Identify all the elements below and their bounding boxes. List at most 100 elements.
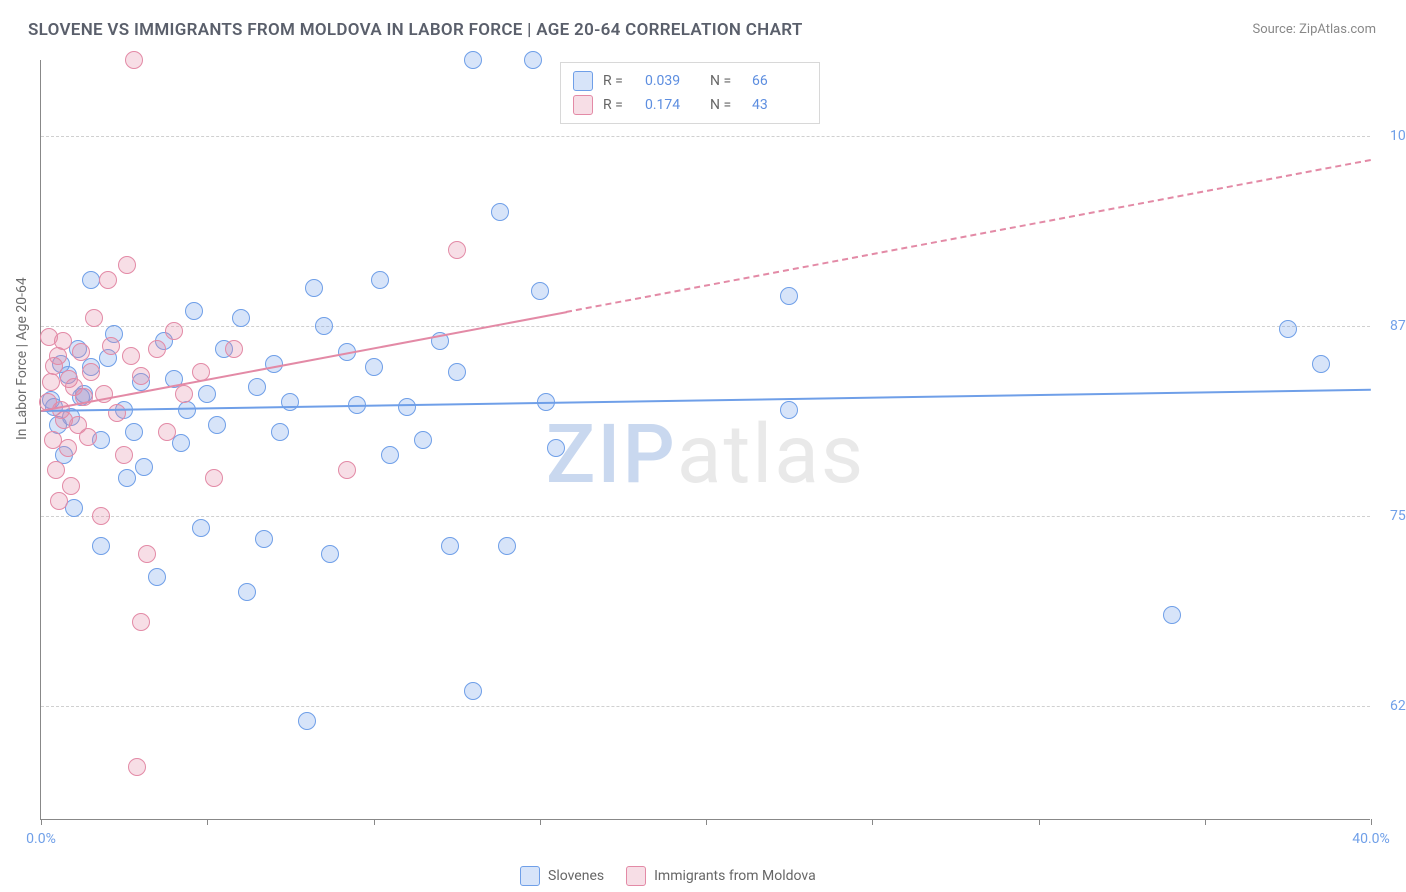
data-point xyxy=(780,401,798,419)
y-axis-title: In Labor Force | Age 20-64 xyxy=(14,277,30,440)
data-point xyxy=(99,271,117,289)
data-point xyxy=(59,439,77,457)
x-tick xyxy=(706,819,707,825)
n-label: N = xyxy=(710,73,742,89)
data-point xyxy=(50,492,68,510)
data-point xyxy=(238,583,256,601)
chart-title: SLOVENE VS IMMIGRANTS FROM MOLDOVA IN LA… xyxy=(28,20,803,40)
source-name: ZipAtlas.com xyxy=(1299,22,1376,37)
data-point xyxy=(371,271,389,289)
data-point xyxy=(115,446,133,464)
data-point xyxy=(125,51,143,69)
swatch-slovenes xyxy=(573,71,593,91)
data-point xyxy=(42,373,60,391)
data-point xyxy=(85,309,103,327)
data-point xyxy=(381,446,399,464)
source-label: Source: xyxy=(1252,22,1299,37)
data-point xyxy=(148,568,166,586)
data-point xyxy=(298,712,316,730)
data-point xyxy=(414,431,432,449)
data-point xyxy=(40,328,58,346)
data-point xyxy=(448,241,466,259)
data-point xyxy=(158,423,176,441)
data-point xyxy=(62,477,80,495)
data-point xyxy=(118,469,136,487)
n-label: N = xyxy=(710,97,742,113)
data-point xyxy=(271,423,289,441)
data-point xyxy=(198,385,216,403)
data-point xyxy=(441,537,459,555)
x-tick xyxy=(207,819,208,825)
data-point xyxy=(1163,606,1181,624)
data-point xyxy=(208,416,226,434)
data-point xyxy=(47,461,65,479)
data-point xyxy=(1312,355,1330,373)
regression-line xyxy=(566,159,1371,313)
legend-item-moldova: Immigrants from Moldova xyxy=(626,866,816,886)
x-tick xyxy=(1371,819,1372,825)
data-point xyxy=(524,51,542,69)
data-point xyxy=(92,537,110,555)
data-point xyxy=(92,507,110,525)
r-value-moldova: 0.174 xyxy=(645,97,700,113)
data-point xyxy=(464,51,482,69)
legend-label-moldova: Immigrants from Moldova xyxy=(654,868,816,884)
x-tick xyxy=(540,819,541,825)
data-point xyxy=(498,537,516,555)
data-point xyxy=(82,271,100,289)
data-point xyxy=(148,340,166,358)
data-point xyxy=(175,385,193,403)
y-tick-label: 87.5% xyxy=(1380,318,1406,334)
swatch-moldova xyxy=(626,866,646,886)
x-tick xyxy=(872,819,873,825)
r-value-slovenes: 0.039 xyxy=(645,73,700,89)
data-point xyxy=(122,347,140,365)
data-point xyxy=(321,545,339,563)
correlation-legend: R = 0.039 N = 66 R = 0.174 N = 43 xyxy=(560,62,820,124)
data-point xyxy=(255,530,273,548)
source-attribution: Source: ZipAtlas.com xyxy=(1252,22,1376,37)
data-point xyxy=(305,279,323,297)
data-point xyxy=(165,322,183,340)
data-point xyxy=(225,340,243,358)
data-point xyxy=(118,256,136,274)
data-point xyxy=(248,378,266,396)
y-tick-label: 62.5% xyxy=(1380,698,1406,714)
data-point xyxy=(315,317,333,335)
regression-line xyxy=(41,388,1371,411)
x-tick-label: 40.0% xyxy=(1352,831,1390,847)
data-point xyxy=(464,682,482,700)
data-point xyxy=(128,758,146,776)
x-tick xyxy=(374,819,375,825)
data-point xyxy=(547,439,565,457)
data-point xyxy=(491,203,509,221)
data-point xyxy=(1279,320,1297,338)
data-point xyxy=(132,613,150,631)
r-label: R = xyxy=(603,73,635,89)
data-point xyxy=(365,358,383,376)
y-tick-label: 100.0% xyxy=(1380,128,1406,144)
n-value-moldova: 43 xyxy=(752,97,807,113)
data-point xyxy=(79,428,97,446)
data-point xyxy=(338,461,356,479)
gridline xyxy=(41,706,1370,707)
x-tick xyxy=(1039,819,1040,825)
data-point xyxy=(448,363,466,381)
gridline xyxy=(41,516,1370,517)
series-legend: Slovenes Immigrants from Moldova xyxy=(520,866,816,886)
legend-row-moldova: R = 0.174 N = 43 xyxy=(573,93,807,117)
data-point xyxy=(135,458,153,476)
watermark-zip: ZIP xyxy=(546,407,677,503)
data-point xyxy=(398,398,416,416)
watermark: ZIPatlas xyxy=(546,407,865,503)
data-point xyxy=(281,393,299,411)
plot-area: ZIPatlas 62.5%75.0%87.5%100.0%0.0%40.0% xyxy=(40,60,1370,820)
legend-label-slovenes: Slovenes xyxy=(548,868,604,884)
data-point xyxy=(780,287,798,305)
y-tick-label: 75.0% xyxy=(1380,508,1406,524)
x-tick-label: 0.0% xyxy=(26,831,56,847)
data-point xyxy=(232,309,250,327)
legend-item-slovenes: Slovenes xyxy=(520,866,604,886)
data-point xyxy=(108,404,126,422)
watermark-atlas: atlas xyxy=(677,407,865,503)
